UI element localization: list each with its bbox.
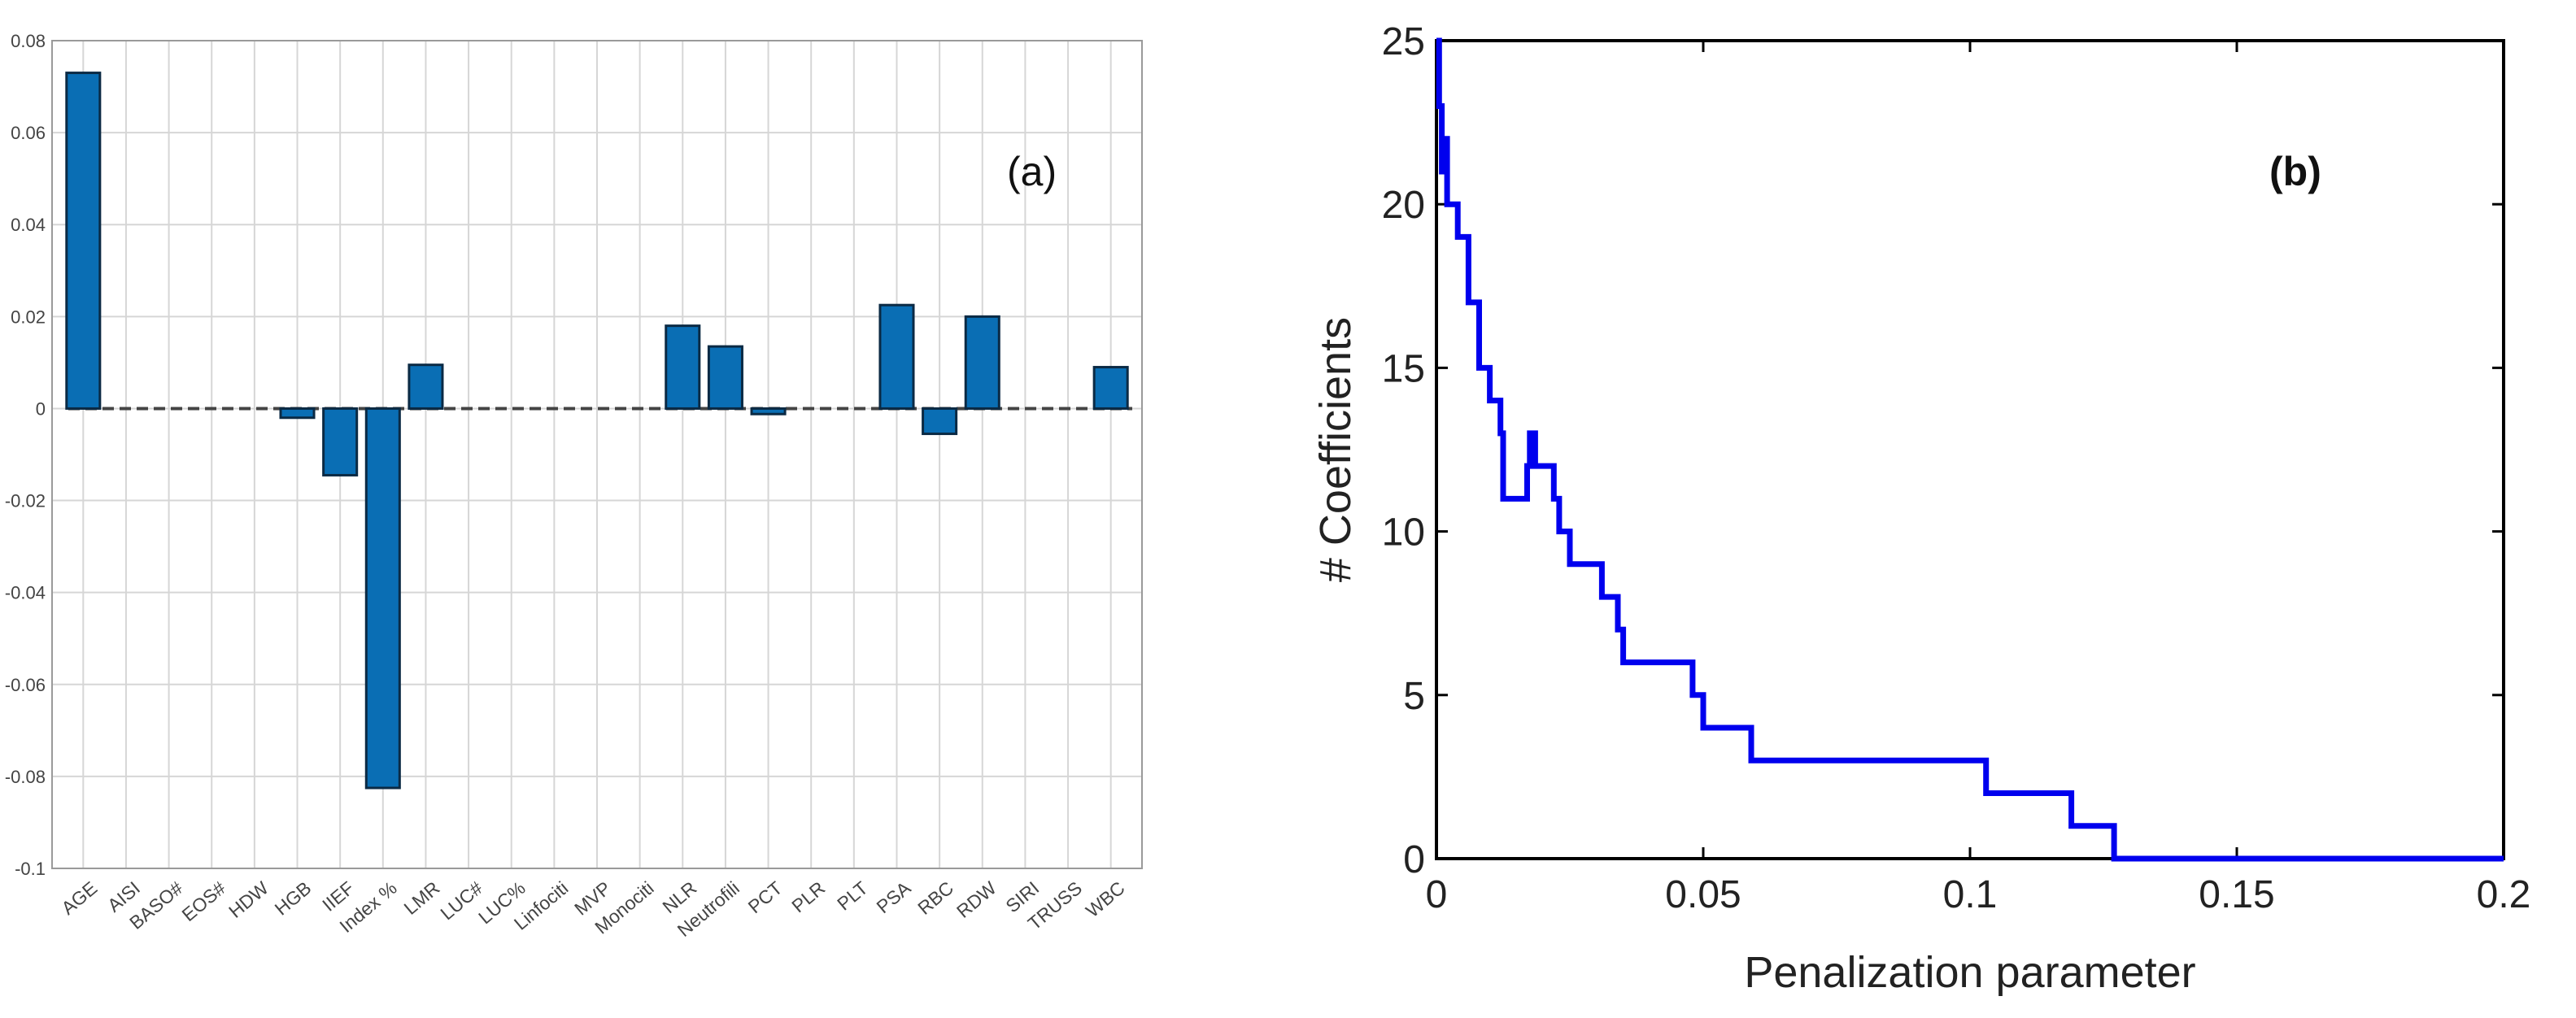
panel-a-y-tick-label: -0.08: [5, 767, 46, 787]
bar-iief: [322, 407, 359, 476]
panel-b-label: (b): [2269, 149, 2321, 194]
panel-b-y-tick-label: 25: [1382, 20, 1425, 63]
bar-psa: [878, 303, 915, 410]
coefficients-step-line: [1436, 37, 2504, 862]
panel-b-x-tick-label: 0: [1426, 873, 1448, 916]
bar-pct: [750, 407, 787, 415]
bar-rbc: [922, 407, 958, 436]
x-axis-label: Penalization parameter: [1744, 948, 2195, 997]
panel-a-x-tick-label: PCT: [744, 877, 787, 917]
panel-a-x-tick-label: HGB: [271, 877, 316, 920]
panel-a-x-tick-label: LMR: [400, 877, 444, 919]
panel-a-gridlines: [52, 40, 1142, 869]
panel-b-tick-marks: [1435, 39, 2505, 860]
panel-a-x-tick-label: EOS#: [178, 877, 230, 925]
panel-a-y-tick-label: 0: [36, 398, 46, 419]
panel-a-x-tick-label: PLR: [787, 877, 829, 917]
panel-b-x-tick-label: 0.1: [1943, 873, 1998, 916]
bar-nlr: [665, 324, 701, 410]
panel-a-y-tick-labels: 0.08 0.06 0.04 0.02 0 -0.02 -0.04 -0.06 -0.08 -0.…: [5, 31, 46, 879]
panel-b-x-tick-label: 0.05: [1665, 873, 1741, 916]
bar-hgb: [279, 407, 316, 420]
panel-a-y-tick-label: -0.06: [5, 675, 46, 695]
panel-a-y-tick-label: -0.1: [15, 859, 46, 879]
panel-a-x-tick-label: AGE: [57, 877, 101, 919]
panel-b-y-tick-label: 10: [1382, 511, 1425, 555]
panel-a-x-tick-label: PLT: [833, 877, 872, 915]
panel-a-y-tick-label: 0.02: [11, 307, 46, 327]
panel-a-x-tick-label: RBC: [913, 877, 957, 919]
bar-neutrofili: [707, 345, 743, 410]
panel-a-chart: 0.08 0.06 0.04 0.02 0 -0.02 -0.04 -0.06 -0.08 -0.…: [5, 31, 1143, 941]
panel-b-y-tick-label: 20: [1382, 184, 1425, 227]
panel-a-y-tick-label: -0.04: [5, 583, 46, 603]
panel-a-y-tick-label: -0.02: [5, 491, 46, 511]
panel-b-x-tick-label: 0.2: [2477, 873, 2531, 916]
panel-b-y-tick-labels: 0 5 10 15 20 25: [1382, 20, 1425, 881]
bar-age: [65, 72, 102, 410]
panel-a-x-tick-label: RDW: [952, 877, 1000, 922]
panel-b-y-tick-label: 15: [1382, 347, 1425, 390]
panel-b-x-tick-label: 0.15: [2199, 873, 2274, 916]
panel-b-chart: 0 5 10 15 20 25 0 0.05 0.1 0.15 0.2 (b) Penalizat…: [1311, 20, 2530, 997]
panel-a-y-tick-label: 0.08: [11, 31, 46, 51]
y-axis-label: # Coefficients: [1311, 317, 1360, 582]
panel-a-label: (a): [1007, 149, 1057, 194]
panel-b-y-tick-label: 5: [1403, 675, 1425, 718]
panel-a-bars: [65, 72, 1129, 790]
bar-lmr: [408, 363, 444, 410]
panel-a-y-tick-label: 0.06: [11, 123, 46, 143]
panel-a-y-tick-label: 0.04: [11, 215, 46, 235]
bar-rdw: [964, 315, 1000, 410]
bar-wbc: [1092, 366, 1129, 410]
bar-index-: [364, 407, 401, 790]
panel-a-x-tick-label: HDW: [224, 877, 272, 922]
panel-a-x-tick-label: PSA: [873, 877, 915, 917]
panel-b-x-tick-labels: 0 0.05 0.1 0.15 0.2: [1426, 873, 2531, 916]
panel-a-plot-area: [51, 40, 1143, 869]
panel-a-x-tick-label: WBC: [1082, 877, 1129, 921]
panel-b-plot-area: [1435, 39, 2505, 860]
panel-b-y-tick-label: 0: [1403, 838, 1425, 881]
